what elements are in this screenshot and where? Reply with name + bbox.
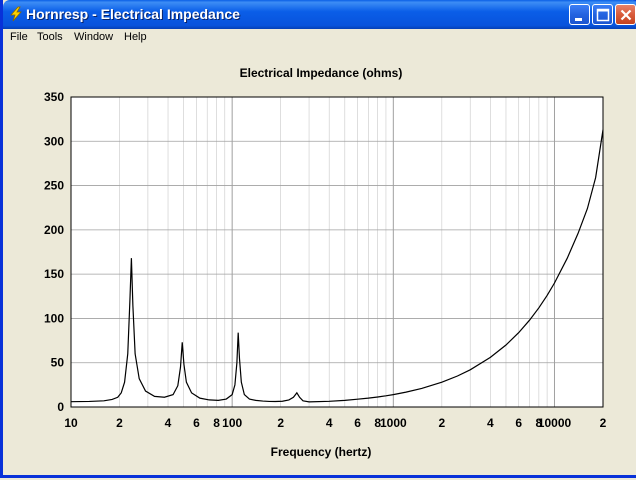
x-axis-label: Frequency (hertz) xyxy=(271,445,372,459)
x-tick-label: 4 xyxy=(165,416,172,430)
window-title: Hornresp - Electrical Impedance xyxy=(26,6,240,22)
y-axis-ticks: 0 50 100 150 200 250 300 350 xyxy=(44,90,64,414)
y-tick-label: 150 xyxy=(44,267,64,281)
x-tick-label: 8 xyxy=(213,416,220,430)
x-tick-label: 2 xyxy=(277,416,284,430)
y-tick-label: 200 xyxy=(44,223,64,237)
close-button[interactable] xyxy=(615,4,636,25)
grid-lines xyxy=(71,97,603,407)
x-tick-label: 2 xyxy=(116,416,123,430)
x-tick-label: 6 xyxy=(193,416,200,430)
lightning-bolt-icon xyxy=(10,6,22,22)
menu-bar: File Tools Window Help xyxy=(6,29,636,47)
minimize-icon xyxy=(575,18,582,21)
plot-area xyxy=(70,96,604,408)
plot-border xyxy=(70,96,604,408)
title-bar[interactable]: Hornresp - Electrical Impedance xyxy=(3,0,636,29)
menu-tools[interactable]: Tools xyxy=(37,31,63,43)
y-tick-label: 0 xyxy=(57,400,64,414)
x-tick-label: 2 xyxy=(600,416,607,430)
x-tick-label: 6 xyxy=(515,416,522,430)
x-tick-label: 4 xyxy=(326,416,333,430)
menu-help[interactable]: Help xyxy=(124,31,147,43)
menu-window[interactable]: Window xyxy=(74,31,114,43)
maximize-button[interactable] xyxy=(592,4,613,25)
impedance-chart: Electrical Impedance (ohms) 0 50 100 150 200… xyxy=(44,66,607,459)
y-tick-label: 300 xyxy=(44,134,64,148)
x-tick-label: 2 xyxy=(438,416,445,430)
x-tick-label: 10 xyxy=(64,416,78,430)
x-tick-label: 100 xyxy=(222,416,242,430)
minimize-button[interactable] xyxy=(569,4,590,25)
y-tick-label: 250 xyxy=(44,179,64,193)
x-tick-label: 1000 xyxy=(380,416,407,430)
x-tick-label: 10000 xyxy=(538,416,572,430)
chart-area: Electrical Impedance (ohms) 0 50 100 150 200… xyxy=(6,47,636,475)
menu-file[interactable]: File xyxy=(10,31,28,43)
y-tick-label: 50 xyxy=(51,356,65,370)
y-tick-label: 100 xyxy=(44,311,64,325)
x-tick-label: 4 xyxy=(487,416,494,430)
x-tick-label: 6 xyxy=(354,416,361,430)
chart-title: Electrical Impedance (ohms) xyxy=(240,66,403,80)
close-icon xyxy=(620,9,632,21)
maximize-icon xyxy=(596,8,610,22)
y-tick-label: 350 xyxy=(44,90,64,104)
x-tick-label: 8 xyxy=(536,416,543,430)
x-tick-label: 8 xyxy=(374,416,381,430)
impedance-curve xyxy=(70,129,604,403)
